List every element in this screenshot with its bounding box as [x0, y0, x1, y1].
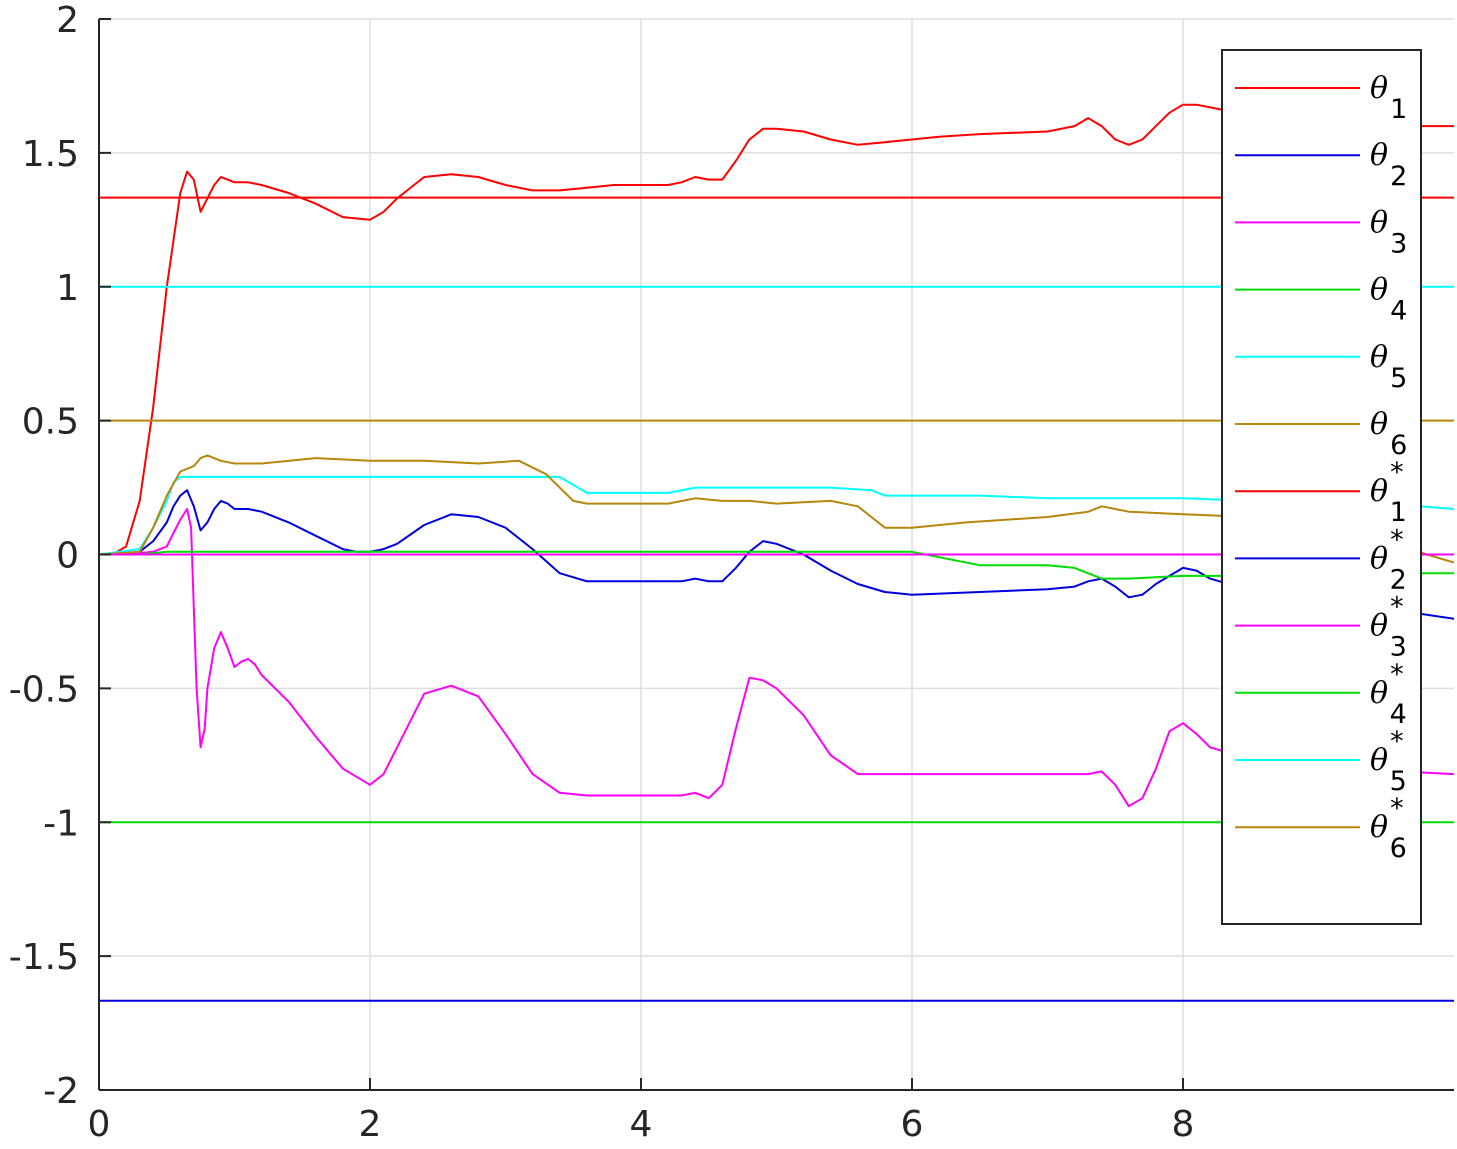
ticks: 0 2 4 6 8 -2 -1.5 -1 -0.5 0 0.5 1 1.5 2	[9, 0, 1195, 1145]
x-tick-label-0: 0	[88, 1104, 111, 1145]
y-tick-label-6: 1	[56, 268, 79, 309]
x-tick-label-3: 6	[901, 1104, 924, 1145]
series-line-3	[99, 508, 1454, 808]
legend-entry-9: θ* 3	[1370, 592, 1407, 663]
y-tick-label-2: -1	[43, 803, 79, 844]
legend-entry-8: θ* 2	[1370, 524, 1407, 595]
series-line-1	[99, 103, 1454, 556]
legend-entry-2: θ2	[1370, 138, 1407, 192]
legend-entry-12: θ* 6	[1370, 793, 1407, 864]
y-tick-label-4: 0	[56, 536, 79, 577]
y-tick-label-1: -1.5	[9, 937, 79, 978]
x-tick-label-2: 4	[630, 1104, 653, 1145]
x-tick-label-1: 2	[359, 1104, 382, 1145]
legend-entry-11: θ* 5	[1370, 726, 1407, 797]
y-tick-label-7: 1.5	[22, 134, 79, 175]
series-line-2	[99, 489, 1454, 620]
legend-entry-10: θ* 4	[1370, 659, 1407, 730]
legend-entry-1: θ1	[1370, 71, 1407, 125]
y-tick-label-8: 2	[56, 0, 79, 41]
legend-box	[1221, 49, 1422, 925]
x-tick-label-4: 8	[1172, 1104, 1195, 1145]
series-line-5	[99, 475, 1454, 556]
y-tick-label-0: -2	[43, 1071, 79, 1112]
legend-entry-5: θ5	[1370, 340, 1407, 394]
series-line-6	[99, 454, 1454, 564]
legend-entry-4: θ4	[1370, 273, 1407, 327]
legend: θ1 θ2 θ3 θ4 θ5 θ6θ* 1θ* 2θ* 3θ* 4θ* 5θ* 6	[1221, 49, 1422, 925]
y-tick-label-3: -0.5	[9, 669, 79, 710]
legend-entry-7: θ* 1	[1370, 457, 1407, 528]
legend-entry-6: θ6	[1370, 407, 1407, 461]
legend-entry-3: θ3	[1370, 205, 1407, 259]
y-tick-label-5: 0.5	[22, 402, 79, 443]
